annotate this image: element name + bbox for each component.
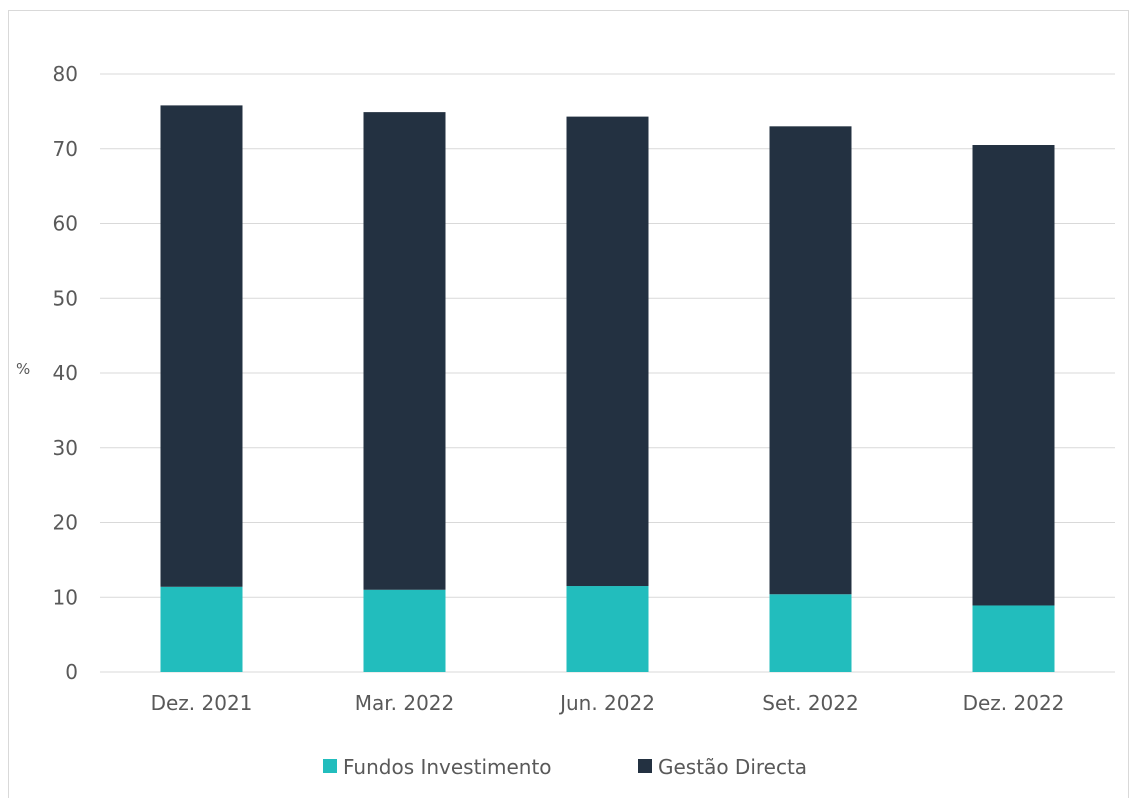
y-axis-ticks: 0 10 20 30 40 50 60 70 80 [53,62,78,684]
y-tick-label: 40 [53,361,78,385]
x-axis-ticks: Dez. 2021 Mar. 2022 Jun. 2022 Set. 2022 Dez.… [151,691,1065,715]
bar-gest-o-directa-4 [972,145,1055,606]
bar-fundos-investimento-2 [566,586,649,672]
legend-label-0: Fundos Investimento [343,755,552,779]
y-tick-label: 10 [53,585,78,609]
bar-gest-o-directa-1 [363,112,446,590]
bar-fundos-investimento-1 [363,589,446,672]
y-tick-label: 60 [53,212,78,236]
bar-gest-o-directa-2 [566,116,649,587]
x-tick-label: Jun. 2022 [558,691,655,715]
bar-fundos-investimento-4 [972,605,1055,672]
x-tick-label: Dez. 2021 [151,691,253,715]
x-tick-label: Set. 2022 [762,691,858,715]
y-tick-label: 50 [53,286,78,310]
y-tick-label: 30 [53,436,78,460]
bar-gest-o-directa-3 [769,126,852,595]
y-tick-label: 80 [53,62,78,86]
y-tick-label: 70 [53,137,78,161]
bar-gest-o-directa-0 [160,105,243,587]
bars [160,105,1055,672]
legend: Fundos Investimento Gestão Directa [323,755,807,779]
legend-label-1: Gestão Directa [658,755,807,779]
bar-fundos-investimento-3 [769,594,852,672]
bar-fundos-investimento-0 [160,586,243,672]
x-tick-label: Dez. 2022 [963,691,1065,715]
legend-swatch-0 [323,759,337,773]
legend-swatch-1 [638,759,652,773]
x-tick-label: Mar. 2022 [355,691,455,715]
chart-frame [8,10,1129,798]
y-tick-label: 0 [65,660,78,684]
y-axis-label: % [16,360,30,378]
y-tick-label: 20 [53,511,78,535]
